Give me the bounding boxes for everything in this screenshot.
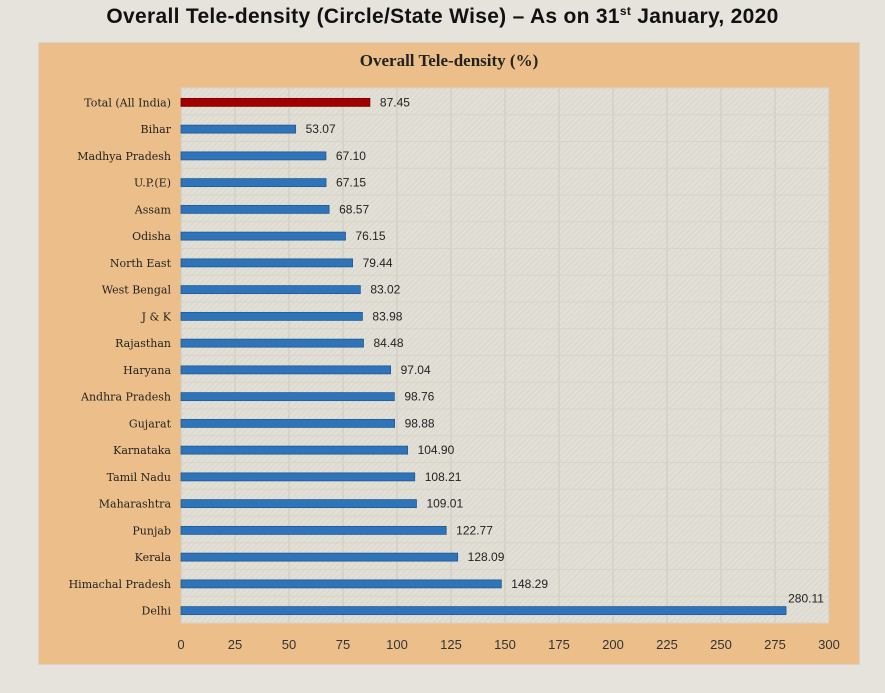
data-label: 148.29 — [511, 577, 548, 591]
x-tick-label: 0 — [177, 637, 184, 652]
x-tick-label: 225 — [656, 637, 678, 652]
category-label: Andhra Pradesh — [80, 391, 171, 404]
data-label: 83.02 — [370, 283, 400, 297]
bar — [180, 258, 353, 268]
data-label: 67.10 — [336, 149, 366, 163]
category-label: Assam — [134, 203, 172, 216]
data-label: 68.57 — [339, 202, 369, 216]
x-tick-label: 150 — [494, 637, 516, 652]
x-tick-label: 75 — [336, 637, 350, 652]
x-tick-label: 100 — [386, 637, 408, 652]
data-label: 108.21 — [425, 470, 462, 484]
bar — [180, 338, 364, 348]
x-tick-label: 50 — [282, 637, 296, 652]
category-label: Punjab — [132, 524, 171, 537]
category-label: Haryana — [123, 364, 171, 377]
category-label: Maharashtra — [99, 498, 172, 511]
category-label: West Bengal — [102, 284, 172, 297]
bar — [180, 97, 371, 107]
data-label: 109.01 — [426, 497, 463, 511]
category-label: J & K — [141, 310, 172, 323]
x-tick-label: 25 — [228, 637, 242, 652]
data-label: 122.77 — [456, 523, 493, 537]
bar — [180, 231, 346, 241]
data-label: 104.90 — [418, 443, 455, 457]
category-label: Bihar — [140, 123, 171, 136]
category-label: Tamil Nadu — [107, 471, 171, 484]
category-label: Madhya Pradesh — [77, 150, 171, 163]
x-tick-label: 275 — [764, 637, 786, 652]
bar — [180, 552, 459, 562]
bar — [180, 311, 363, 321]
x-tick-label: 250 — [710, 637, 732, 652]
category-label: Karnataka — [113, 444, 171, 457]
category-label: Himachal Pradesh — [69, 578, 171, 591]
data-label: 76.15 — [355, 229, 385, 243]
x-tick-label: 300 — [818, 637, 840, 652]
data-label: 280.11 — [788, 592, 824, 606]
chart-panel: Overall Tele-density (%) 0 25 50 75 100 125 15… — [38, 42, 860, 665]
data-label: 83.98 — [372, 309, 402, 323]
category-label: Delhi — [142, 605, 172, 618]
bar — [180, 285, 361, 295]
category-label: Kerala — [135, 551, 172, 564]
bar — [180, 525, 447, 535]
data-label: 98.76 — [404, 390, 434, 404]
bar — [180, 178, 327, 188]
bar — [180, 124, 297, 134]
category-label: Odisha — [132, 230, 171, 243]
title-superscript: st — [619, 4, 632, 18]
x-tick-label: 125 — [440, 637, 462, 652]
data-label: 84.48 — [373, 336, 403, 350]
data-label: 128.09 — [468, 550, 505, 564]
bar — [180, 606, 787, 616]
bar — [180, 151, 327, 161]
bar — [180, 392, 395, 402]
bar — [180, 204, 330, 214]
category-label: Gujarat — [129, 417, 172, 430]
bar — [180, 365, 392, 375]
category-label: Rajasthan — [115, 337, 171, 350]
data-label: 53.07 — [306, 122, 336, 136]
bar — [180, 472, 416, 482]
data-label: 98.88 — [405, 416, 435, 430]
data-label: 97.04 — [401, 363, 431, 377]
category-label: North East — [110, 257, 172, 270]
data-label: 87.45 — [380, 95, 410, 109]
x-tick-label: 175 — [548, 637, 570, 652]
page-title: Overall Tele-density (Circle/State Wise)… — [0, 4, 885, 29]
bar — [180, 499, 417, 509]
bar — [180, 418, 395, 428]
bar — [180, 445, 408, 455]
title-main: Overall Tele-density (Circle/State Wise)… — [106, 5, 620, 28]
data-label: 79.44 — [363, 256, 393, 270]
bar-chart: 0 25 50 75 100 125 150 175 200 225 250 275 300 Total … — [69, 87, 840, 652]
category-label: Total (All India) — [84, 96, 171, 109]
data-label: 67.15 — [336, 176, 366, 190]
chart-title: Overall Tele-density (%) — [359, 51, 539, 70]
title-tail: January, 2020 — [631, 5, 779, 28]
bar — [180, 579, 502, 589]
x-tick-label: 200 — [602, 637, 624, 652]
category-label: U.P.(E) — [134, 177, 171, 190]
